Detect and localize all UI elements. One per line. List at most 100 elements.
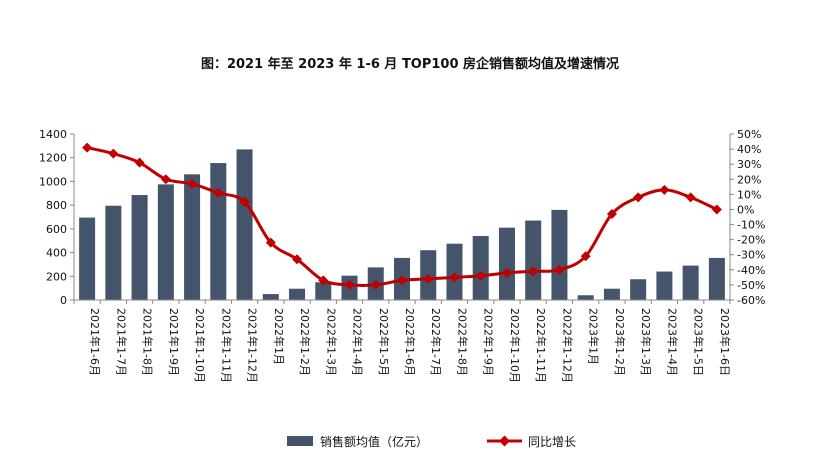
x-tick-label: 2023年1-3月 xyxy=(639,308,653,376)
bar xyxy=(262,294,279,300)
bar xyxy=(472,235,489,300)
bar xyxy=(551,209,568,300)
growth-point xyxy=(82,142,93,153)
x-tick-label: 2023年1-6日 xyxy=(718,308,732,376)
x-tick-label: 2021年1-11月 xyxy=(219,308,233,383)
growth-point xyxy=(606,208,617,219)
bar xyxy=(105,205,122,300)
bar xyxy=(525,220,542,300)
x-tick-label: 2022年1-5月 xyxy=(377,308,391,376)
growth-point xyxy=(659,184,670,195)
growth-point xyxy=(397,275,407,286)
bar xyxy=(577,295,594,300)
y-right-tick-label: 40% xyxy=(737,143,761,156)
growth-point xyxy=(685,192,696,203)
bar xyxy=(498,227,515,300)
x-tick-label: 2022年1-6月 xyxy=(403,308,417,376)
growth-point xyxy=(554,264,565,275)
y-left-tick-label: 800 xyxy=(46,199,67,212)
y-right-tick-label: 0% xyxy=(737,203,754,216)
growth-point xyxy=(160,174,171,185)
bar xyxy=(184,174,201,300)
bar xyxy=(236,149,253,300)
growth-point xyxy=(239,196,250,207)
growth-point xyxy=(501,267,512,278)
growth-point xyxy=(318,275,329,286)
x-tick-label: 2021年1-7月 xyxy=(114,308,128,376)
y-left-tick-label: 400 xyxy=(46,247,67,260)
x-tick-label: 2023年1月 xyxy=(587,308,601,365)
growth-point xyxy=(711,204,722,215)
growth-point xyxy=(370,279,381,290)
x-tick-label: 2022年1月 xyxy=(272,308,286,365)
y-left-tick-label: 1000 xyxy=(39,175,67,188)
x-tick-label: 2022年1-4月 xyxy=(351,308,365,376)
x-tick-label: 2022年1-2月 xyxy=(298,308,312,376)
bar xyxy=(131,195,148,300)
y-right-tick-label: -50% xyxy=(737,279,765,292)
y-right-tick-label: 10% xyxy=(737,188,761,201)
y-right-tick-label: -10% xyxy=(737,219,765,232)
growth-point xyxy=(265,237,276,248)
x-tick-label: 2021年1-9月 xyxy=(167,308,181,376)
x-tick-label: 2021年1-10月 xyxy=(193,308,207,383)
x-tick-label: 2022年1-7月 xyxy=(429,308,443,376)
bar xyxy=(682,265,699,300)
growth-point xyxy=(633,192,644,203)
x-tick-label: 2021年1-12月 xyxy=(246,308,260,383)
bar xyxy=(446,243,463,300)
bar xyxy=(656,271,673,300)
x-tick-label: 2022年1-10月 xyxy=(508,308,522,383)
growth-point xyxy=(449,272,460,283)
growth-point xyxy=(213,187,224,198)
y-right-tick-label: -60% xyxy=(737,294,765,307)
y-right-tick-label: -30% xyxy=(737,249,765,262)
x-tick-label: 2022年1-12月 xyxy=(560,308,574,383)
y-right-tick-label: -40% xyxy=(737,264,765,277)
bar xyxy=(603,288,620,300)
bar xyxy=(315,282,332,300)
growth-point xyxy=(475,270,486,281)
bar xyxy=(79,217,96,300)
y-right-tick-label: 50% xyxy=(737,128,761,141)
x-tick-label: 2022年1-11月 xyxy=(534,308,548,383)
legend: 销售额均值（亿元） 同比增长 xyxy=(287,434,576,449)
growth-point xyxy=(423,273,434,284)
y-right-tick-label: 30% xyxy=(737,158,761,171)
growth-point xyxy=(344,279,355,290)
y-left-tick-label: 1200 xyxy=(39,152,67,165)
x-tick-label: 2023年1-4月 xyxy=(665,308,679,376)
growth-point xyxy=(580,251,591,262)
bar xyxy=(157,184,174,300)
y-right-tick-label: -20% xyxy=(737,234,765,247)
bar xyxy=(630,279,647,300)
x-tick-label: 2023年1-2月 xyxy=(613,308,627,376)
bar xyxy=(210,163,227,300)
growth-point xyxy=(134,157,145,168)
y-right-tick-label: 20% xyxy=(737,173,761,186)
legend-swatch-bar xyxy=(287,436,313,446)
x-tick-label: 2022年1-3月 xyxy=(324,308,338,376)
legend-label-line: 同比增长 xyxy=(528,435,576,449)
growth-point xyxy=(187,178,198,189)
growth-point xyxy=(292,254,303,265)
growth-point xyxy=(528,266,539,277)
y-left-tick-label: 0 xyxy=(60,294,67,307)
x-tick-label: 2023年1-5日 xyxy=(692,308,706,376)
growth-point xyxy=(108,148,119,159)
x-tick-label: 2022年1-8月 xyxy=(455,308,469,376)
bar xyxy=(708,257,725,300)
x-tick-label: 2022年1-9月 xyxy=(482,308,496,376)
chart-title: 图：2021 年至 2023 年 1-6 月 TOP100 房企销售额均值及增速… xyxy=(201,56,619,72)
bar xyxy=(289,288,306,300)
plot-area: 0 200 400 600 800 1000 1200 1400 -60% -50% -40% -30… xyxy=(39,128,765,383)
x-tick-label: 2021年1-6月 xyxy=(88,308,102,376)
x-tick-label: 2021年1-8月 xyxy=(141,308,155,376)
y-left-tick-label: 1400 xyxy=(39,128,67,141)
legend-marker xyxy=(499,435,510,447)
y-left-tick-label: 600 xyxy=(46,223,67,236)
legend-label-bar: 销售额均值（亿元） xyxy=(320,434,428,449)
y-left-tick-label: 200 xyxy=(46,270,67,283)
